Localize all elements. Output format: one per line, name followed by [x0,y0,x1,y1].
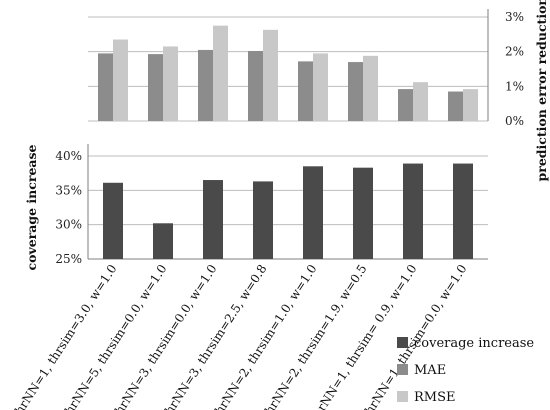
bar-rmse [263,29,278,121]
bar-rmse [463,89,478,121]
bar-rmse [413,82,428,121]
bar-coverage-increase [403,163,423,259]
bottom-y-tick-label: 30% [55,218,82,232]
top-y-tick-label: 3% [505,10,524,24]
top-y-axis-title: prediction error reduction [534,0,549,182]
bar-coverage-increase [203,180,223,259]
legend-swatch [397,391,408,402]
top-y-tick-label: 2% [505,45,524,59]
top-y-tick-label: 1% [505,79,524,93]
bar-mae [298,61,313,121]
bar-rmse [163,46,178,121]
bar-coverage-increase [253,181,273,259]
bottom-y-axis-title: coverage increase [24,144,39,270]
legend: coverage increase MAE RMSE [397,336,534,405]
legend-label: coverage increase [414,336,534,351]
bar-rmse [313,53,328,121]
bar-mae [198,49,213,121]
bar-rmse [213,25,228,122]
category-label: thrNN=1, thrsim=3.0, w=1.0 [9,262,119,410]
legend-swatch [397,337,408,348]
bar-mae [348,62,363,121]
bar-coverage-increase [153,223,173,259]
bar-mae [98,53,113,121]
top-y-tick-label: 0% [505,114,524,128]
bar-rmse [113,39,128,121]
bottom-y-tick-label: 40% [55,149,82,163]
bar-mae [248,50,263,122]
bar-mae [398,89,413,121]
bar-coverage-increase [303,166,323,259]
bar-rmse [363,55,378,121]
bottom-y-tick-label: 25% [55,252,82,266]
legend-swatch [397,364,408,375]
bottom-y-tick-label: 35% [55,183,82,197]
bar-coverage-increase [353,167,373,259]
bar-mae [148,54,163,121]
bottom-panel: 25% 30% 35% 40% coverage increase [24,144,488,270]
bar-coverage-increase [103,182,123,259]
bar-mae [448,91,463,121]
bar-coverage-increase [453,163,473,259]
legend-label: RMSE [414,390,456,405]
top-panel: 0% 1% 2% 3% prediction error reduction [88,0,549,182]
legend-label: MAE [414,363,446,378]
